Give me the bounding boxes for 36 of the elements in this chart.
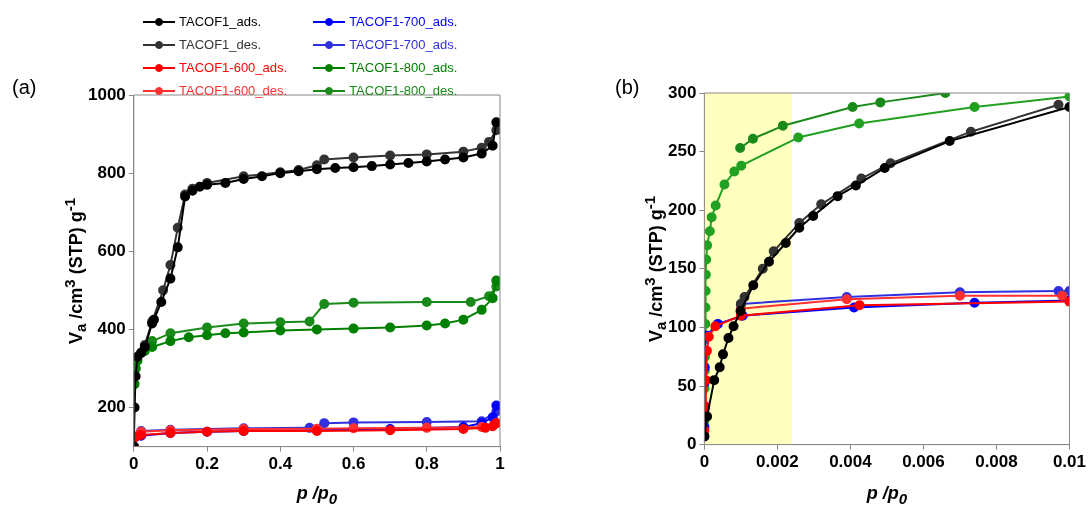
chart-title: (b): [615, 76, 640, 99]
x-tick-label: 0: [129, 454, 139, 474]
legend-label: TACOF1-600_ads.: [179, 60, 288, 75]
legend-label: TACOF1-600_des.: [179, 83, 288, 98]
legend-label: TACOF1_ads.: [179, 14, 262, 29]
x-tick-label: 0: [699, 452, 710, 472]
x-tick-label: 0.6: [341, 454, 366, 474]
legend-label: TACOF1-800_des.: [349, 83, 458, 98]
x-tick-label: 0.8: [414, 454, 439, 474]
legend-label: TACOF1-700_ads.: [349, 14, 458, 29]
y-tick-label: 1000: [87, 84, 126, 104]
y-tick-label: 400: [97, 319, 126, 339]
y-tick-label: 800: [97, 162, 126, 182]
x-tick-label: 0.4: [268, 454, 293, 474]
legend-label: TACOF1_des.: [179, 37, 262, 52]
y-tick-label: 150: [667, 258, 697, 278]
y-tick-label: 300: [667, 82, 697, 102]
y-tick-label: 100: [667, 317, 697, 337]
x-tick-label: 0.008: [975, 452, 1018, 472]
y-tick-label: 0: [686, 434, 697, 454]
x-tick-label: 0.002: [756, 452, 799, 472]
x-tick-label: 0.2: [195, 454, 219, 474]
x-tick-label: 1: [495, 454, 505, 474]
x-tick-label: 0.006: [902, 452, 945, 472]
x-axis-title: p /p$_{0}$: [296, 483, 338, 506]
x-tick-label: 0.01: [1052, 452, 1086, 472]
x-tick-label: 0.004: [829, 452, 873, 472]
legend-label: TACOF1-800_ads.: [349, 60, 458, 75]
y-tick-label: 50: [677, 375, 697, 395]
y-tick-label: 600: [97, 240, 126, 260]
chart-title: (a): [12, 76, 37, 99]
y-tick-label: 200: [97, 397, 126, 417]
y-tick-label: 200: [667, 199, 697, 219]
legend-label: TACOF1-700_ads.: [349, 37, 458, 52]
y-tick-label: 250: [667, 141, 697, 161]
x-axis-title: p /p$_{0}$: [866, 483, 908, 506]
